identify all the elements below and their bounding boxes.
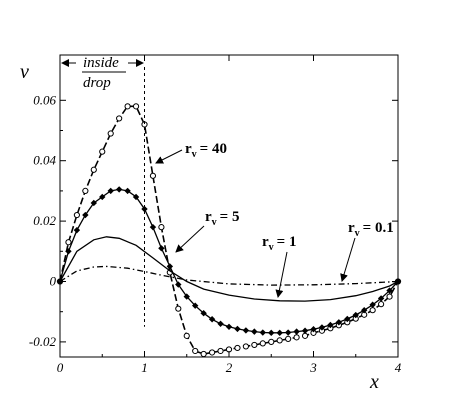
data-point-rv5 xyxy=(149,223,157,231)
series-line-3 xyxy=(59,265,399,286)
data-point-rv5 xyxy=(361,306,368,314)
series-line-2 xyxy=(59,236,399,302)
data-point-rv5 xyxy=(301,327,309,334)
data-point-rv5 xyxy=(208,316,216,323)
data-point-rv5 xyxy=(234,325,241,333)
data-point-rv5 xyxy=(175,281,182,288)
x-tick-label: 2 xyxy=(226,360,233,375)
data-point-rv40 xyxy=(90,166,97,173)
series-label-rv1: rv = 1 xyxy=(262,234,296,253)
data-point-rv5 xyxy=(327,321,334,329)
data-point-rv5 xyxy=(268,329,275,337)
y-tick-label: 0 xyxy=(50,274,57,289)
data-point-rv5 xyxy=(251,328,258,335)
data-point-rv40 xyxy=(99,148,106,155)
series-pointer-rv1 xyxy=(275,251,288,298)
data-point-rv5 xyxy=(386,287,393,294)
data-point-rv40 xyxy=(209,349,216,356)
data-point-rv40 xyxy=(251,341,258,349)
data-point-rv40 xyxy=(378,301,385,308)
series-label-rv5: rv = 5 xyxy=(205,209,239,228)
data-point-rv5 xyxy=(115,186,123,193)
data-point-rv5 xyxy=(132,193,140,201)
y-tick-label: 0.02 xyxy=(33,213,56,228)
x-axis-label: x xyxy=(369,371,379,393)
plot-frame xyxy=(59,54,399,358)
y-tick-label: 0.04 xyxy=(33,153,56,168)
x-tick-label: 4 xyxy=(395,360,402,375)
series-pointer-rv5 xyxy=(175,225,205,253)
data-point-rv40 xyxy=(242,343,249,350)
data-point-rv40 xyxy=(116,115,123,122)
data-point-rv40 xyxy=(268,338,275,345)
series-pointer-rv01 xyxy=(340,237,356,282)
data-point-rv5 xyxy=(335,319,343,326)
data-point-rv5 xyxy=(344,315,351,323)
y-tick-label: 0.06 xyxy=(33,92,56,107)
data-point-rv40 xyxy=(301,332,309,339)
data-point-rv40 xyxy=(234,344,241,352)
data-point-rv5 xyxy=(158,245,165,252)
data-point-rv5 xyxy=(310,326,317,333)
data-point-rv5 xyxy=(242,327,250,334)
data-point-rv5 xyxy=(352,311,359,319)
data-point-rv5 xyxy=(293,328,300,335)
data-point-rv5 xyxy=(225,323,233,330)
data-point-rv5 xyxy=(276,329,283,337)
data-point-rv40 xyxy=(192,347,199,355)
data-point-rv5 xyxy=(107,187,114,195)
data-point-rv40 xyxy=(175,305,182,312)
data-point-rv40 xyxy=(158,224,165,231)
data-point-rv5 xyxy=(318,324,326,331)
annotation-inside: inside xyxy=(83,55,119,71)
series-label-rv40: rv = 40 xyxy=(185,141,227,160)
data-point-rv40 xyxy=(369,307,376,314)
data-point-rv40 xyxy=(285,335,292,342)
x-tick-label: 1 xyxy=(141,360,148,375)
data-point-rv5 xyxy=(377,295,385,302)
data-point-rv5 xyxy=(200,310,207,317)
data-point-rv40 xyxy=(82,187,89,194)
data-point-rv5 xyxy=(65,248,72,255)
data-point-rv40 xyxy=(65,239,72,246)
y-tick-label: -0.02 xyxy=(29,334,57,349)
data-point-rv40 xyxy=(386,293,393,300)
data-point-rv40 xyxy=(276,337,283,344)
series-label-rv01: rv = 0.1 xyxy=(348,220,394,239)
data-point-rv5 xyxy=(284,329,292,336)
data-point-rv5 xyxy=(73,226,81,234)
data-point-rv40 xyxy=(149,172,157,179)
data-point-rv5 xyxy=(192,302,199,309)
data-point-rv5 xyxy=(259,329,266,336)
data-point-rv5 xyxy=(183,293,190,300)
data-point-rv5 xyxy=(141,205,148,213)
x-tick-label: 3 xyxy=(309,360,317,375)
series-pointer-rv40 xyxy=(155,149,183,164)
data-point-rv5 xyxy=(124,187,131,195)
data-point-rv40 xyxy=(132,103,140,110)
data-point-rv5 xyxy=(369,301,376,308)
data-point-rv40 xyxy=(259,340,266,347)
data-point-rv40 xyxy=(200,350,207,358)
data-point-rv5 xyxy=(99,193,106,201)
data-point-rv40 xyxy=(124,103,131,110)
data-point-rv40 xyxy=(183,332,190,339)
data-point-rv40 xyxy=(293,334,300,341)
data-point-rv40 xyxy=(73,211,81,219)
data-point-rv5 xyxy=(90,199,97,207)
data-point-rv40 xyxy=(217,347,224,355)
data-point-rv40 xyxy=(107,130,114,137)
data-point-rv5 xyxy=(166,263,174,270)
x-tick-label: 0 xyxy=(57,360,64,375)
data-point-rv5 xyxy=(82,211,89,219)
annotation-drop: drop xyxy=(83,75,111,91)
data-point-rv5 xyxy=(217,320,224,327)
y-axis-label: v xyxy=(20,61,29,83)
